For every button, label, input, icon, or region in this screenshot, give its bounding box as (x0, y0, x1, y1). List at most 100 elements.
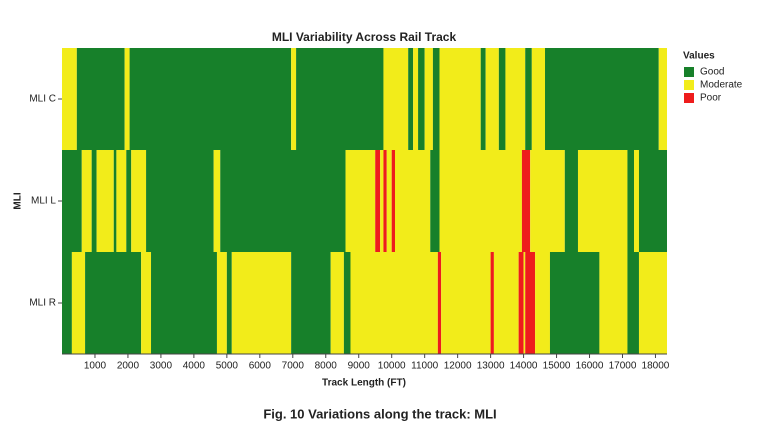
heat-cell (627, 252, 639, 354)
x-tick-label: 13000 (477, 361, 505, 372)
heat-cell (430, 150, 440, 252)
heat-cell (525, 252, 536, 354)
heat-cell (231, 252, 292, 354)
heat-cell (350, 252, 438, 354)
heat-cell (627, 150, 635, 252)
x-tick-label: 12000 (444, 361, 472, 372)
legend-label: Moderate (700, 80, 743, 91)
x-tick-label: 1000 (84, 361, 107, 372)
chart-title: MLI Variability Across Rail Track (272, 30, 457, 44)
heat-cell (62, 252, 72, 354)
heat-cell (599, 252, 628, 354)
y-tick-label: MLI L (31, 196, 56, 207)
heat-cell (658, 48, 667, 150)
heat-cell (418, 48, 425, 150)
heat-cell (291, 48, 297, 150)
heat-cell (485, 48, 499, 150)
heat-cell (439, 150, 522, 252)
heat-cell (383, 48, 409, 150)
heat-cell (85, 252, 142, 354)
heat-cell (545, 48, 659, 150)
heat-cell (62, 150, 82, 252)
legend-swatch (684, 67, 694, 77)
heat-cell (129, 48, 292, 150)
x-tick-label: 11000 (411, 361, 439, 372)
heat-cell (530, 150, 565, 252)
legend-swatch (684, 93, 694, 103)
heat-cell (413, 48, 419, 150)
heat-cell (480, 48, 486, 150)
x-tick-label: 18000 (642, 361, 670, 372)
heat-cell (81, 150, 92, 252)
x-tick-label: 6000 (249, 361, 272, 372)
y-axis-label: MLI (13, 192, 24, 209)
heat-cell (531, 48, 546, 150)
y-tick-label: MLI R (29, 298, 56, 309)
heat-cell (490, 252, 494, 354)
heat-cell (437, 252, 442, 354)
heat-cell (638, 150, 667, 252)
caption: Fig. 10 Variations along the track: MLI (263, 406, 496, 421)
heat-cell (549, 252, 600, 354)
heat-cell (391, 150, 395, 252)
heat-cell (116, 150, 127, 252)
heat-cell (498, 48, 506, 150)
heat-cell (216, 252, 227, 354)
x-tick-label: 3000 (150, 361, 173, 372)
heat-cell (386, 150, 392, 252)
heat-cell (330, 252, 344, 354)
heat-cell (91, 150, 97, 252)
x-tick-label: 15000 (543, 361, 571, 372)
heat-cell (151, 252, 217, 354)
heat-cell (96, 150, 114, 252)
heat-cell (124, 48, 130, 150)
heat-cell (394, 150, 431, 252)
heat-cell (71, 252, 86, 354)
heat-cell (76, 48, 125, 150)
x-tick-label: 5000 (216, 361, 239, 372)
heat-cell (62, 48, 77, 150)
heat-cell (146, 150, 214, 252)
heat-cell (291, 252, 331, 354)
x-tick-label: 10000 (378, 361, 406, 372)
heat-cell (634, 150, 639, 252)
y-tick-label: MLI C (29, 94, 56, 105)
heat-cell (525, 48, 532, 150)
x-tick-label: 17000 (609, 361, 637, 372)
heat-cell (131, 150, 147, 252)
heat-cell (523, 252, 526, 354)
x-tick-label: 2000 (117, 361, 140, 372)
x-axis-label: Track Length (FT) (322, 378, 406, 389)
legend-title: Values (683, 51, 715, 62)
heat-cell (424, 48, 433, 150)
heat-cell (441, 252, 491, 354)
x-tick-label: 4000 (183, 361, 206, 372)
heat-cell (439, 48, 481, 150)
heat-cell (564, 150, 578, 252)
heat-cell (518, 252, 524, 354)
heat-cell (577, 150, 628, 252)
x-tick-label: 8000 (315, 361, 338, 372)
heat-cell (432, 48, 440, 150)
heat-cell (375, 150, 381, 252)
legend-swatch (684, 80, 694, 90)
x-tick-label: 9000 (348, 361, 371, 372)
heat-cell (521, 150, 531, 252)
heat-cell (345, 150, 376, 252)
heat-cell (226, 252, 232, 354)
heat-cell (383, 150, 387, 252)
legend-label: Poor (700, 93, 722, 104)
heat-cell (113, 150, 117, 252)
x-tick-label: 16000 (576, 361, 604, 372)
heat-cell (535, 252, 550, 354)
heat-cell (296, 48, 384, 150)
x-tick-label: 14000 (510, 361, 538, 372)
heat-cell (220, 150, 346, 252)
heat-cell (493, 252, 519, 354)
heat-cell (505, 48, 526, 150)
heat-cell (408, 48, 414, 150)
heat-cell (380, 150, 384, 252)
heat-cell (213, 150, 221, 252)
